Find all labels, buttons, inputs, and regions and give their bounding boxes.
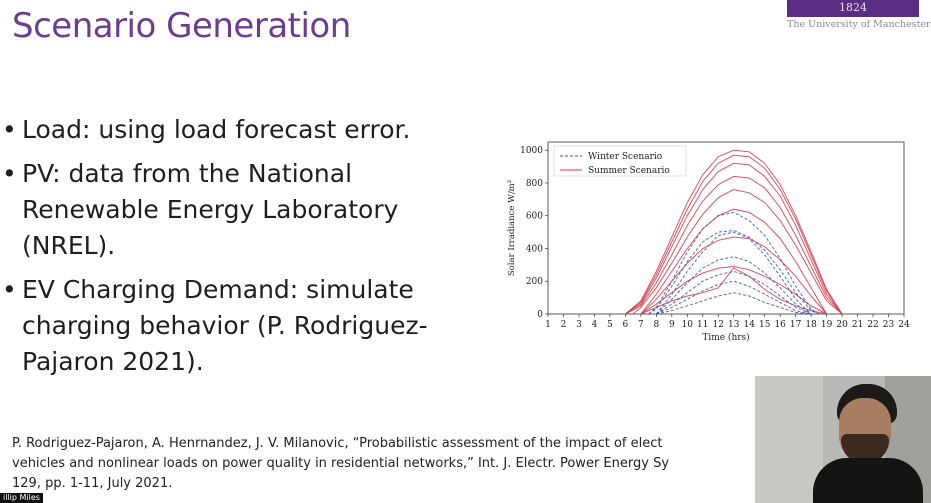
summer-series-line [632,188,843,315]
bullet-ev: • EV Charging Demand: simulate charging … [2,272,472,380]
winter-series-line [656,280,812,315]
x-tick-label: 20 [836,320,848,330]
bullet-list: • Load: using load forecast error. • PV:… [2,112,472,388]
slide-title: Scenario Generation [12,6,351,46]
x-axis-label: Time (hrs) [702,332,749,343]
x-tick-label: 19 [821,320,833,330]
x-tick-label: 23 [883,320,895,330]
x-tick-label: 4 [592,320,598,330]
citation-line: P. Rodriguez-Pajaron, A. Henrnandez, J. … [12,436,663,451]
logo-text: The University of Manchester [787,19,931,30]
x-tick-label: 24 [898,320,910,330]
y-tick-label: 400 [526,244,543,254]
participant-name-tag: illip Miles [0,493,43,503]
legend-label: Summer Scenario [588,166,670,176]
bullet-line: EV Charging Demand: simulate [22,275,414,304]
x-tick-label: 1 [545,320,551,330]
y-tick-label: 0 [537,310,543,320]
legend-box [553,145,687,177]
bullet-dot-icon: • [2,115,17,144]
irradiance-chart: 1 2 3 4 5 6 7 8 9 10 11 12 13 14 15 16 17 18 19 20 21 22 23 24 0… [502,136,912,344]
chart-svg: 1 2 3 4 5 6 7 8 9 10 11 12 13 14 15 16 17 18 19 20 21 22 23 240… [507,141,910,343]
plot-frame [547,141,905,315]
bullet-line: Load: using load forecast error. [22,115,411,144]
university-logo: 1824 The University of Manchester [787,0,931,32]
summer-series-line [625,175,843,315]
winter-series-line [656,292,812,315]
bullet-line: Renewable Energy Laboratory [22,195,399,224]
x-tick-label: 2 [561,320,567,330]
video-background [755,376,823,503]
summer-series-line [640,208,828,315]
x-tick-label: 22 [867,320,878,330]
y-axis-label: Solar Irradiance W/m² [507,180,517,276]
citation: P. Rodriguez-Pajaron, A. Henrnandez, J. … [12,434,757,494]
y-tick-label: 800 [526,179,543,189]
x-tick-label: 16 [774,320,786,330]
citation-line: 129, pp. 1-11, July 2021. [12,476,173,491]
bullet-line: Pajaron 2021). [22,347,204,376]
bullet-line: charging behavior (P. Rodriguez- [22,311,428,340]
logo-year: 1824 [787,0,919,17]
bullet-line: PV: data from the National [22,159,353,188]
x-tick-label: 18 [805,320,817,330]
legend-label: Winter Scenario [588,152,662,162]
x-tick-label: 15 [759,320,771,330]
winter-series-line [655,256,812,315]
x-tick-label: 10 [682,320,694,330]
winter-series-line [656,270,812,315]
x-tick-label: 12 [713,320,724,330]
summer-series-line [625,162,843,315]
webcam-video[interactable] [755,376,931,503]
x-tick-label: 17 [790,320,802,330]
x-tick-label: 3 [576,320,582,330]
y-tick-label: 1000 [520,146,543,156]
x-tick-label: 21 [852,320,863,330]
x-tick-label: 9 [669,320,675,330]
x-tick-label: 13 [728,320,740,330]
x-tick-label: 6 [623,320,629,330]
presenter-body [813,458,923,503]
summer-series-line [640,267,827,315]
x-tick-label: 14 [743,320,755,330]
summer-series-line [625,149,843,315]
x-tick-label: 5 [607,320,613,330]
bullet-line: (NREL). [22,231,116,260]
summer-series-line [640,265,827,315]
bullet-load: • Load: using load forecast error. [2,112,472,148]
y-tick-label: 200 [526,277,543,287]
summer-series-line [625,154,843,315]
bullet-dot-icon: • [2,275,17,304]
bullet-pv: • PV: data from the National Renewable E… [2,156,472,264]
winter-series-line [655,231,812,315]
bullet-dot-icon: • [2,159,17,188]
citation-line: vehicles and nonlinear loads on power qu… [12,456,670,471]
winter-series-line [648,211,820,315]
x-tick-label: 8 [653,320,659,330]
x-tick-label: 7 [638,320,644,330]
y-tick-label: 600 [526,212,543,222]
winter-series-line [648,229,820,315]
x-tick-label: 11 [697,320,708,330]
